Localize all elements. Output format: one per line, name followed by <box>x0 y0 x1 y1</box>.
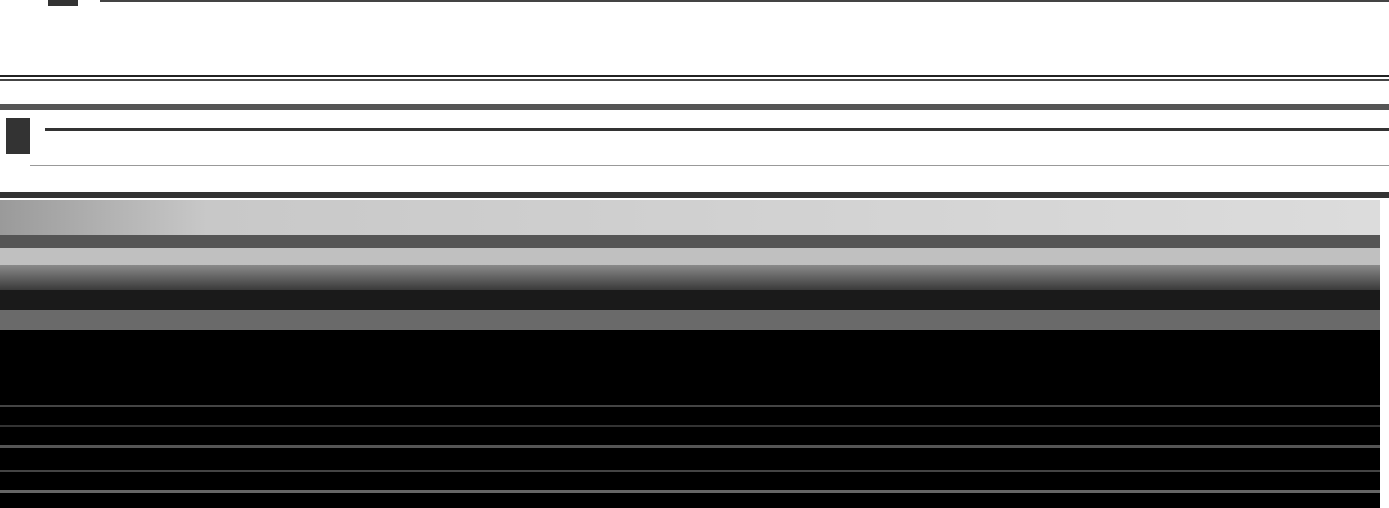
band-dark <box>0 330 1380 508</box>
right-strip <box>1380 200 1389 508</box>
band <box>0 248 1380 265</box>
band <box>0 265 1380 290</box>
rule <box>0 79 1389 81</box>
rule <box>45 128 1389 131</box>
band <box>0 290 1380 310</box>
rule-thick <box>0 104 1389 110</box>
band <box>0 200 1380 235</box>
rule <box>0 405 1380 407</box>
top-line <box>100 0 1389 2</box>
rule <box>0 425 1380 427</box>
rule-thick <box>0 192 1389 198</box>
rule-thin <box>30 165 1389 166</box>
rule <box>0 75 1389 77</box>
rule <box>0 445 1380 448</box>
rule <box>0 490 1380 493</box>
top-block <box>48 0 78 6</box>
icon <box>6 118 30 154</box>
rule <box>0 470 1380 472</box>
band <box>0 235 1380 248</box>
band <box>0 310 1380 330</box>
